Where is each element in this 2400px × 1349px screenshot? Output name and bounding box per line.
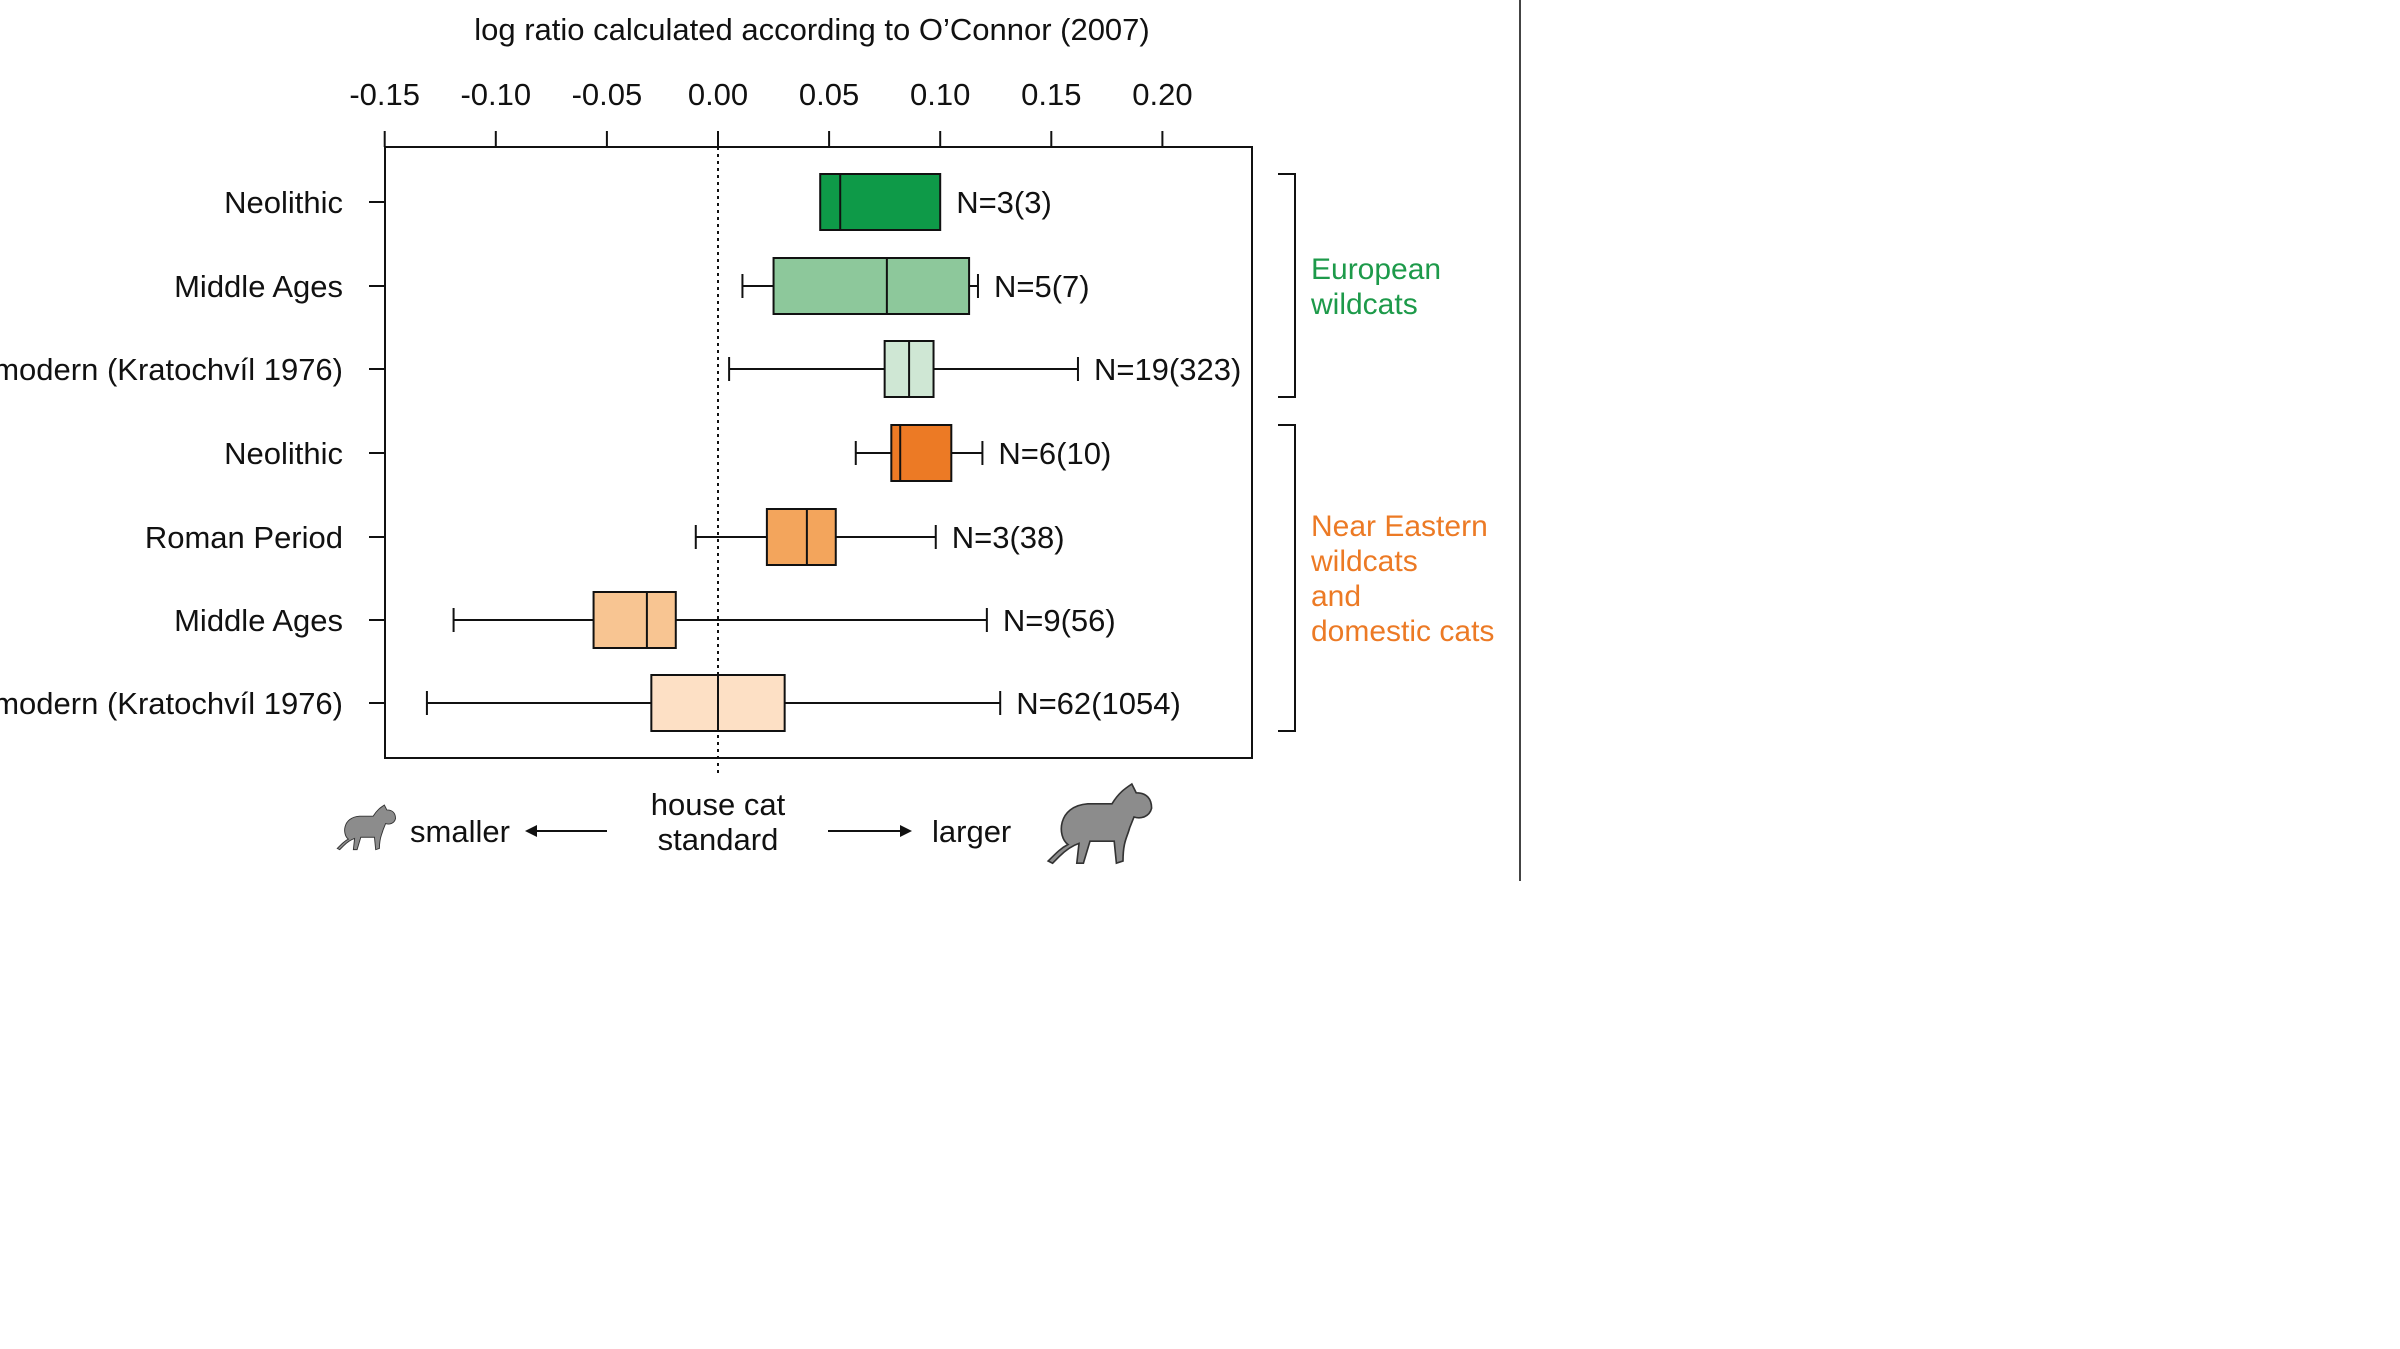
- bottom-annotation: smaller house cat standard larger: [336, 782, 1153, 865]
- n-label-3: N=6(10): [998, 436, 1111, 471]
- group-label-european-line-0: European: [1311, 253, 1441, 286]
- large-cat-icon: [1046, 782, 1153, 865]
- box-row-0: Neolithic N=3(3): [224, 173, 1052, 231]
- box-row-1: Middle Ages N=5(7): [174, 257, 1090, 315]
- box-row-3: Neolithic N=6(10): [224, 424, 1111, 482]
- y-label-3: Neolithic: [224, 436, 343, 471]
- house-cat-standard-line2: standard: [658, 822, 779, 857]
- panel-divider: [1519, 0, 1521, 881]
- y-label-4: Roman Period: [145, 520, 343, 555]
- n-label-5: N=9(56): [1003, 603, 1116, 638]
- group-label-near_eastern-line-2: and: [1311, 580, 1361, 613]
- bracket-european: [1278, 173, 1296, 398]
- boxplot-chart: log ratio calculated according to O’Conn…: [0, 12, 1494, 865]
- x-tick-label-2: -0.05: [572, 77, 643, 112]
- box-row-5: Middle Ages N=9(56): [174, 591, 1116, 649]
- n-label-6: N=62(1054): [1016, 686, 1181, 721]
- x-axis: -0.15 -0.10 -0.05 0.00 0.05 0.10 0.15 0.20: [349, 77, 1193, 775]
- group-label-near_eastern-line-0: Near Eastern: [1311, 510, 1488, 543]
- group-label-european-line-1: wildcats: [1310, 288, 1418, 321]
- house-cat-standard-line1: house cat: [651, 787, 786, 822]
- x-tick-label-6: 0.15: [1021, 77, 1081, 112]
- box-1: [772, 257, 971, 315]
- n-label-2: N=19(323): [1094, 352, 1241, 387]
- small-cat-icon: [336, 804, 396, 851]
- x-tick-label-3: 0.00: [688, 77, 748, 112]
- x-tick-label-4: 0.05: [799, 77, 859, 112]
- plot-frame: [384, 146, 1253, 759]
- box-5: [592, 591, 677, 649]
- y-label-0: Neolithic: [224, 185, 343, 220]
- n-label-4: N=3(38): [952, 520, 1065, 555]
- box-4: [765, 508, 837, 566]
- box-row-6: modern (Kratochvíl 1976) N=62(1054): [0, 674, 1181, 732]
- box-0: [819, 173, 942, 231]
- group-label-near_eastern-line-1: wildcats: [1310, 545, 1418, 578]
- larger-label: larger: [932, 814, 1011, 849]
- chart-title: log ratio calculated according to O’Conn…: [474, 12, 1150, 47]
- y-label-6: modern (Kratochvíl 1976): [0, 686, 343, 721]
- x-tick-label-1: -0.10: [460, 77, 531, 112]
- x-tick-label-5: 0.10: [910, 77, 970, 112]
- group-label-near_eastern-line-3: domestic cats: [1311, 615, 1494, 648]
- box-3: [890, 424, 953, 482]
- box-row-2: modern (Kratochvíl 1976) N=19(323): [0, 340, 1241, 398]
- x-tick-label-7: 0.20: [1132, 77, 1192, 112]
- y-label-5: Middle Ages: [174, 603, 343, 638]
- box-series: Neolithic N=3(3) Middle Ages N=5(7) modern (…: [0, 173, 1241, 732]
- bracket-near_eastern: [1278, 424, 1296, 732]
- x-tick-label-0: -0.15: [349, 77, 420, 112]
- box-row-4: Roman Period N=3(38): [145, 508, 1065, 566]
- smaller-label: smaller: [410, 814, 510, 849]
- n-label-1: N=5(7): [994, 269, 1090, 304]
- n-label-0: N=3(3): [956, 185, 1052, 220]
- y-label-1: Middle Ages: [174, 269, 343, 304]
- y-label-2: modern (Kratochvíl 1976): [0, 352, 343, 387]
